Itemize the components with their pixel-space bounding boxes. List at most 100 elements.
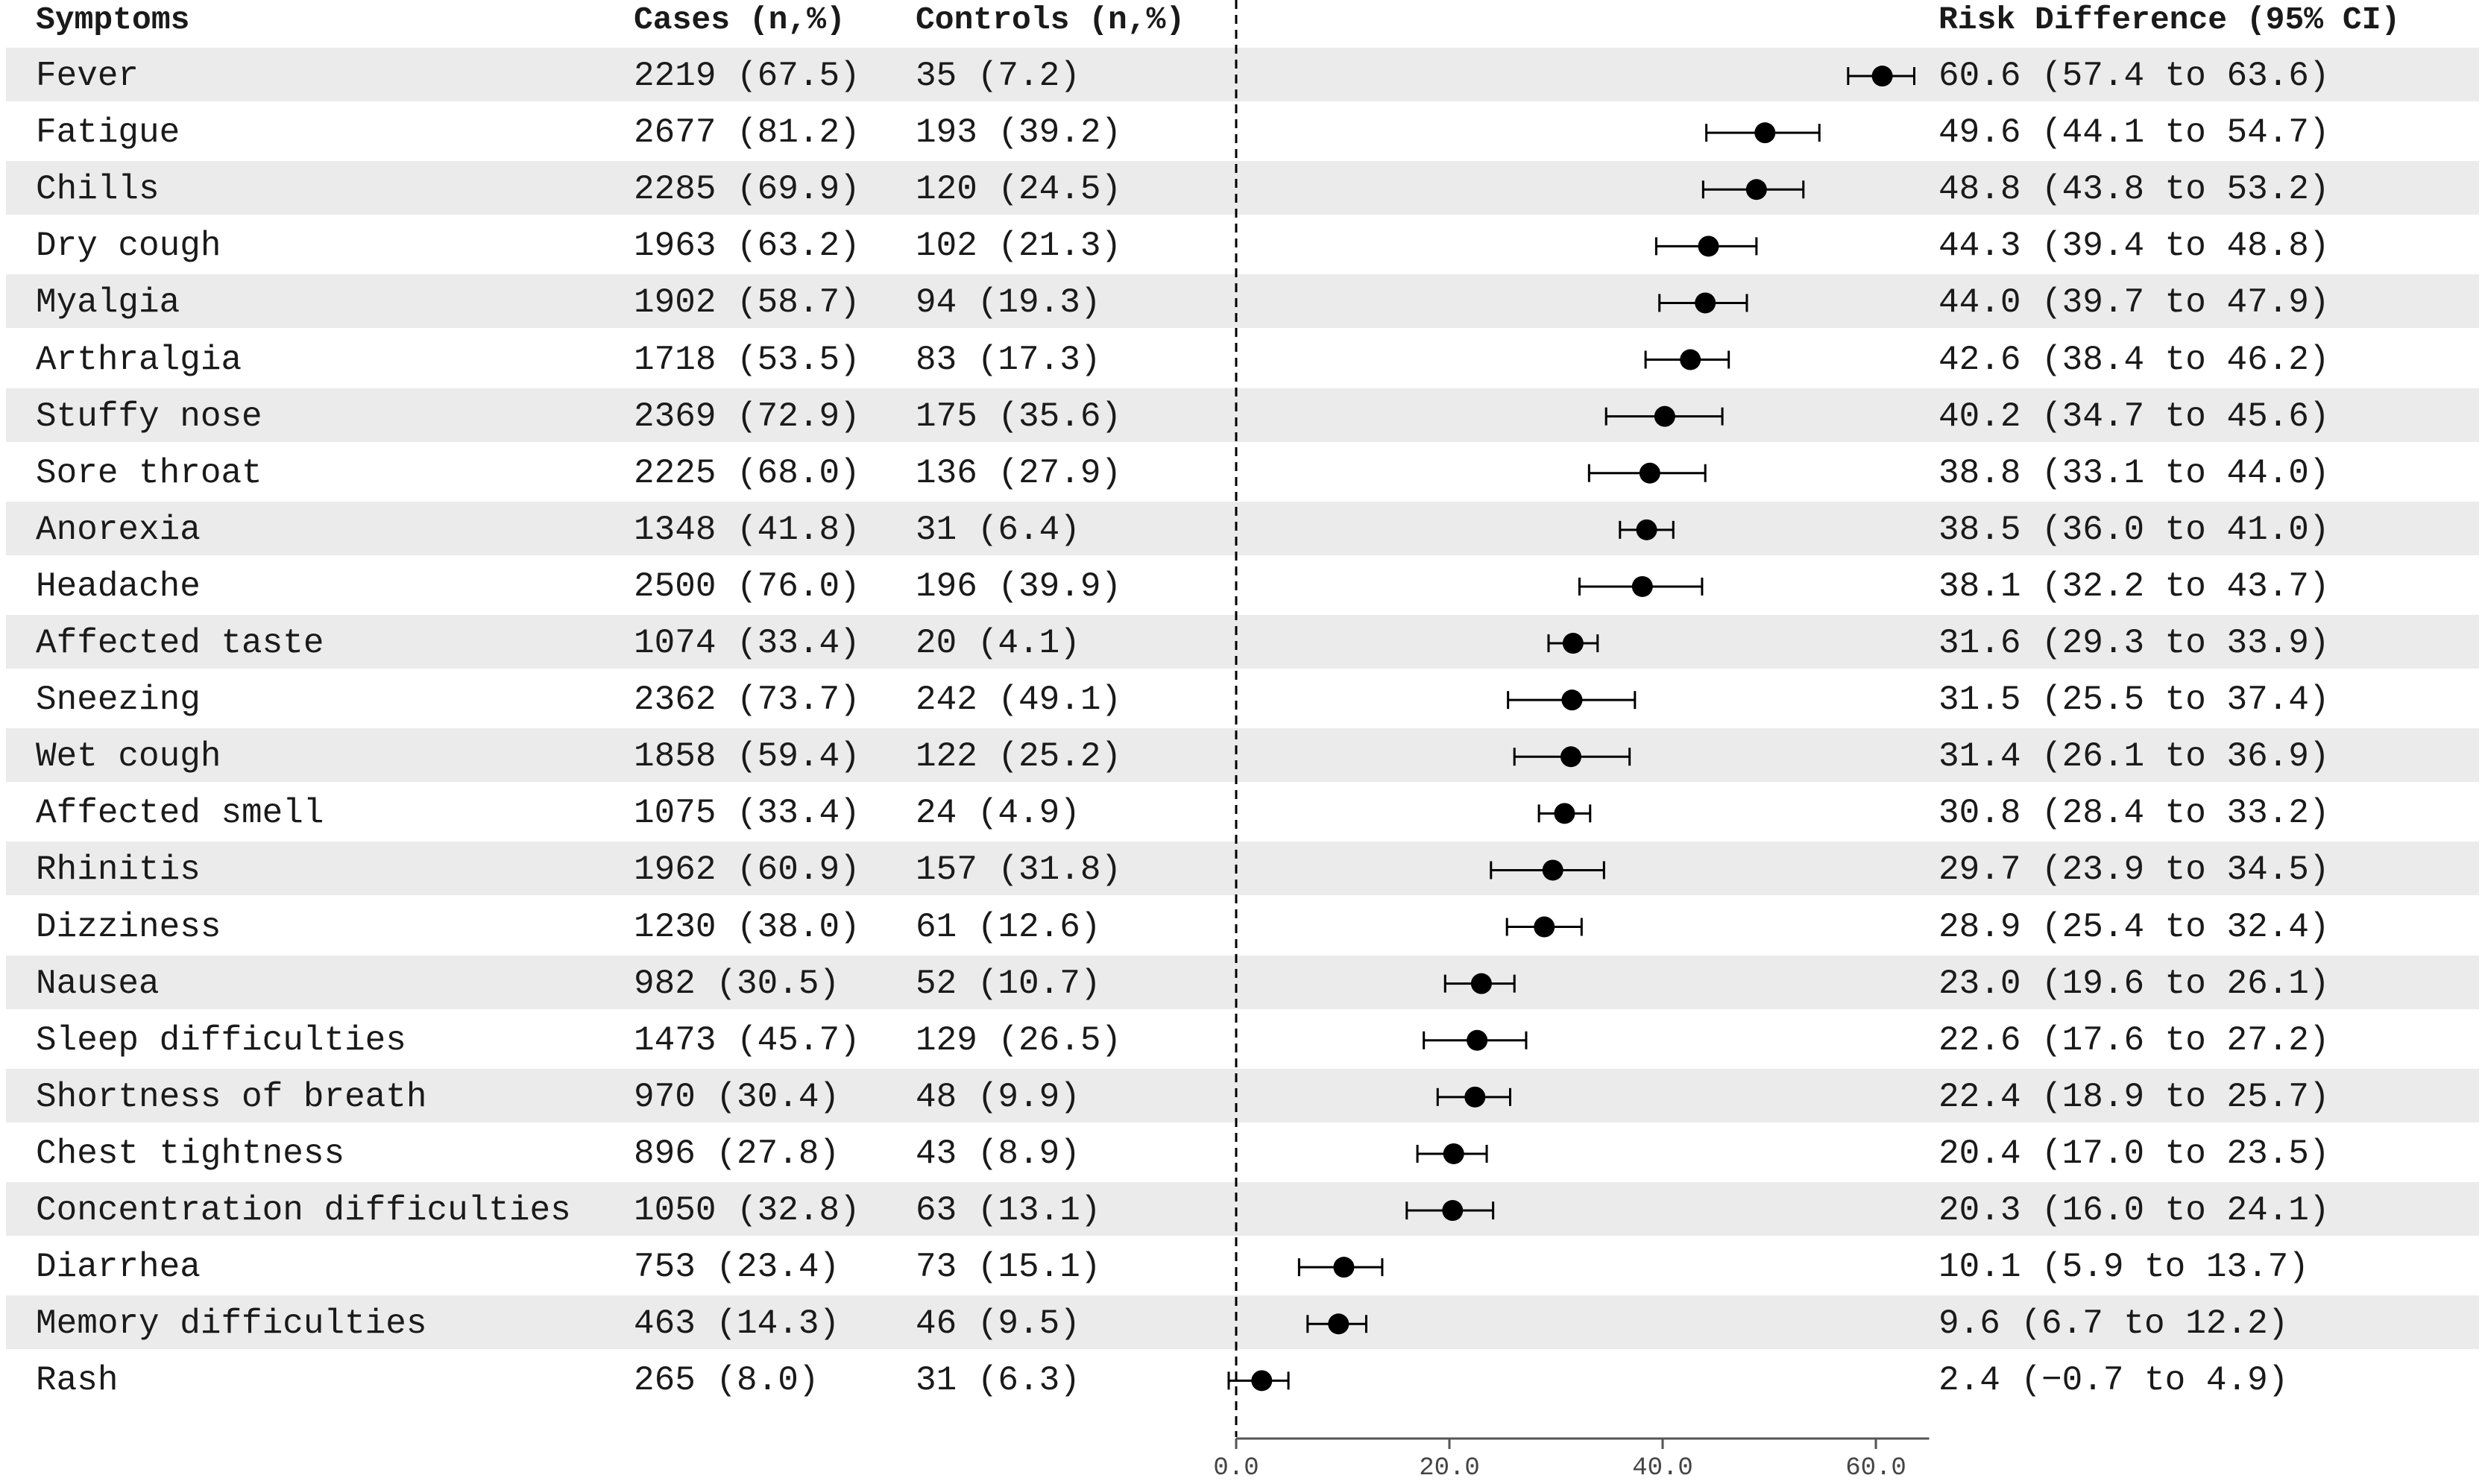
cases-value: 1473 (45.7) [634,1020,860,1060]
point-estimate [1695,292,1716,314]
ci-row [1507,689,1637,711]
ci-row [1604,405,1724,427]
cases-value: 896 (27.8) [634,1134,840,1173]
point-estimate [1251,1370,1273,1392]
risk-difference-label: 22.4 (18.9 to 25.7) [1938,1077,2330,1117]
symptom-name: Affected smell [36,794,324,833]
cases-value: 1902 (58.7) [634,283,860,323]
ci-row [1416,1143,1488,1164]
risk-difference-label: 38.8 (33.1 to 44.0) [1938,453,2330,493]
symptom-name: Sneezing [36,681,201,720]
x-tick-label: 20.0 [1419,1454,1480,1483]
row-stripe [6,501,2479,555]
symptom-name: Diarrhea [36,1248,201,1287]
point-estimate [1443,1143,1464,1164]
risk-difference-label: 42.6 (38.4 to 46.2) [1938,340,2330,379]
point-estimate [1698,236,1719,257]
risk-difference-label: 29.7 (23.9 to 34.5) [1938,850,2330,890]
point-estimate [1680,349,1701,370]
symptom-name: Memory difficulties [36,1304,427,1344]
row-stripe [6,1182,2479,1236]
controls-value: 136 (27.9) [916,453,1122,493]
row-stripe [6,48,2479,101]
ci-row [1405,1200,1495,1222]
symptom-name: Affected taste [36,624,324,663]
risk-difference-label: 10.1 (5.9 to 13.7) [1938,1248,2309,1287]
point-estimate [1654,405,1675,427]
symptom-name: Shortness of breath [36,1077,427,1117]
risk-difference-label: 31.5 (25.5 to 37.4) [1938,681,2330,720]
cases-value: 2677 (81.2) [634,113,860,153]
controls-value: 52 (10.7) [916,964,1101,1003]
risk-difference-label: 44.0 (39.7 to 47.9) [1938,283,2330,323]
controls-value: 122 (25.2) [916,737,1122,777]
point-estimate [1467,1029,1488,1051]
controls-value: 193 (39.2) [916,113,1122,153]
cases-value: 1963 (63.2) [634,227,860,266]
header-cases: Cases (n,%) [634,1,845,38]
cases-value: 982 (30.5) [634,964,840,1003]
point-estimate [1561,689,1583,711]
risk-difference-label: 44.3 (39.4 to 48.8) [1938,227,2330,266]
ci-row [1547,633,1599,654]
row-stripe [6,955,2479,1009]
ci-row [1619,519,1675,540]
risk-difference-label: 20.4 (17.0 to 23.5) [1938,1134,2330,1173]
symptom-name: Dry cough [36,227,221,266]
ci-row [1644,349,1730,370]
controls-value: 94 (19.3) [916,283,1101,323]
controls-value: 24 (4.9) [916,794,1080,833]
ci-row [1654,236,1758,257]
point-estimate [1636,519,1657,540]
symptom-name: Wet cough [36,737,221,777]
point-estimate [1554,803,1575,824]
row-stripe [6,388,2479,442]
controls-value: 31 (6.3) [916,1361,1080,1401]
controls-value: 196 (39.9) [916,566,1122,606]
point-estimate [1470,973,1492,994]
cases-value: 2285 (69.9) [634,170,860,209]
cases-value: 1858 (59.4) [634,737,860,777]
symptom-name: Arthralgia [36,340,242,379]
risk-difference-label: 40.2 (34.7 to 45.6) [1938,397,2330,436]
ci-row [1490,859,1605,881]
cases-value: 1074 (33.4) [634,624,860,663]
cases-value: 265 (8.0) [634,1361,819,1401]
header-controls: Controls (n,%) [916,1,1185,38]
symptom-name: Rash [36,1361,119,1401]
ci-row [1227,1370,1290,1392]
risk-difference-label: 2.4 (−0.7 to 4.9) [1938,1361,2289,1401]
controls-value: 175 (35.6) [916,397,1122,436]
controls-value: 43 (8.9) [916,1134,1080,1173]
point-estimate [1871,66,1893,87]
controls-value: 63 (13.1) [916,1191,1101,1230]
risk-difference-label: 48.8 (43.8 to 53.2) [1938,170,2330,209]
cases-value: 1348 (41.8) [634,510,860,549]
risk-difference-label: 31.4 (26.1 to 36.9) [1938,737,2330,777]
ci-row [1705,122,1821,144]
cases-value: 753 (23.4) [634,1248,840,1287]
point-estimate [1542,859,1563,881]
controls-value: 35 (7.2) [916,57,1080,95]
point-estimate [1464,1086,1486,1108]
symptom-name: Chills [36,170,160,209]
controls-value: 61 (12.6) [916,907,1101,947]
symptom-name: Concentration difficulties [36,1191,571,1230]
point-estimate [1333,1257,1355,1278]
symptom-name: Stuffy nose [36,397,262,436]
cases-value: 2225 (68.0) [634,453,860,493]
controls-value: 83 (17.3) [916,340,1101,379]
controls-value: 242 (49.1) [916,681,1122,720]
risk-difference-label: 20.3 (16.0 to 24.1) [1938,1191,2330,1230]
controls-value: 48 (9.9) [916,1077,1080,1117]
point-estimate [1328,1313,1349,1335]
ci-row [1443,973,1516,994]
x-tick-label: 40.0 [1632,1454,1693,1483]
ci-row [1847,66,1915,87]
row-stripe [6,1068,2479,1123]
row-stripe [6,161,2479,215]
row-stripe [6,728,2479,783]
controls-value: 120 (24.5) [916,170,1122,209]
